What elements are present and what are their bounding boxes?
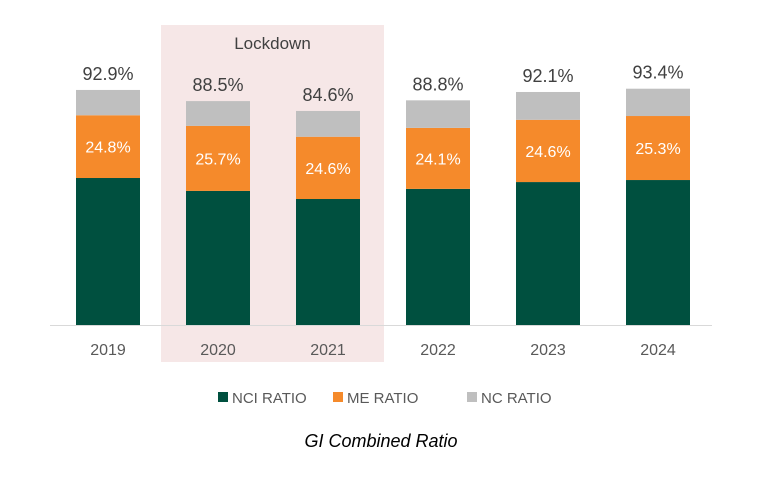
data-label-me-2020: 25.7% — [195, 151, 240, 168]
x-tick-label: 2019 — [90, 342, 126, 359]
total-label-2019: 92.9% — [82, 64, 133, 84]
chart-title: GI Combined Ratio — [304, 431, 457, 451]
bar-nc-ratio-2021 — [296, 110, 360, 137]
bar-me-ratio-2020 — [186, 125, 250, 191]
data-label-me-2022: 24.1% — [415, 151, 460, 168]
data-label-me-2019: 24.8% — [85, 140, 130, 157]
bar-nci-ratio-2022 — [406, 188, 470, 325]
x-tick-label: 2020 — [200, 342, 236, 359]
total-label-2023: 92.1% — [522, 66, 573, 86]
x-tick-label: 2023 — [530, 342, 566, 359]
total-label-2021: 84.6% — [302, 85, 353, 105]
total-label-2020: 88.5% — [192, 75, 243, 95]
bar-nci-ratio-2021 — [296, 199, 360, 325]
bar-nci-ratio-2019 — [76, 178, 140, 325]
bar-nc-ratio-2023 — [516, 91, 580, 120]
bar-me-ratio-2023 — [516, 119, 580, 183]
bar-me-ratio-2021 — [296, 136, 360, 200]
total-label-2022: 88.8% — [412, 74, 463, 94]
bar-nc-ratio-2022 — [406, 100, 470, 128]
legend-swatch-me-ratio — [333, 392, 343, 402]
x-tick-label: 2024 — [640, 342, 676, 359]
legend-label: NCI RATIO — [232, 390, 307, 407]
bar-nc-ratio-2024 — [626, 88, 690, 117]
bar-nci-ratio-2020 — [186, 190, 250, 325]
data-label-me-2024: 25.3% — [635, 141, 680, 158]
bar-nci-ratio-2024 — [626, 180, 690, 325]
x-tick-label: 2021 — [310, 342, 346, 359]
legend-swatch-nci-ratio — [218, 392, 228, 402]
data-label-me-2021: 24.6% — [305, 161, 350, 178]
legend-swatch-nc-ratio — [467, 392, 477, 402]
bar-me-ratio-2019 — [76, 115, 140, 179]
legend-label: NC RATIO — [481, 390, 552, 407]
legend-label: ME RATIO — [347, 390, 418, 407]
lockdown-label: Lockdown — [234, 34, 311, 53]
bar-nc-ratio-2019 — [76, 89, 140, 116]
x-tick-label: 2022 — [420, 342, 456, 359]
bar-nci-ratio-2023 — [516, 182, 580, 325]
data-label-me-2023: 24.6% — [525, 144, 570, 161]
total-label-2024: 93.4% — [632, 63, 683, 83]
bar-nc-ratio-2020 — [186, 101, 250, 126]
bar-me-ratio-2022 — [406, 127, 470, 189]
bar-me-ratio-2024 — [626, 116, 690, 181]
